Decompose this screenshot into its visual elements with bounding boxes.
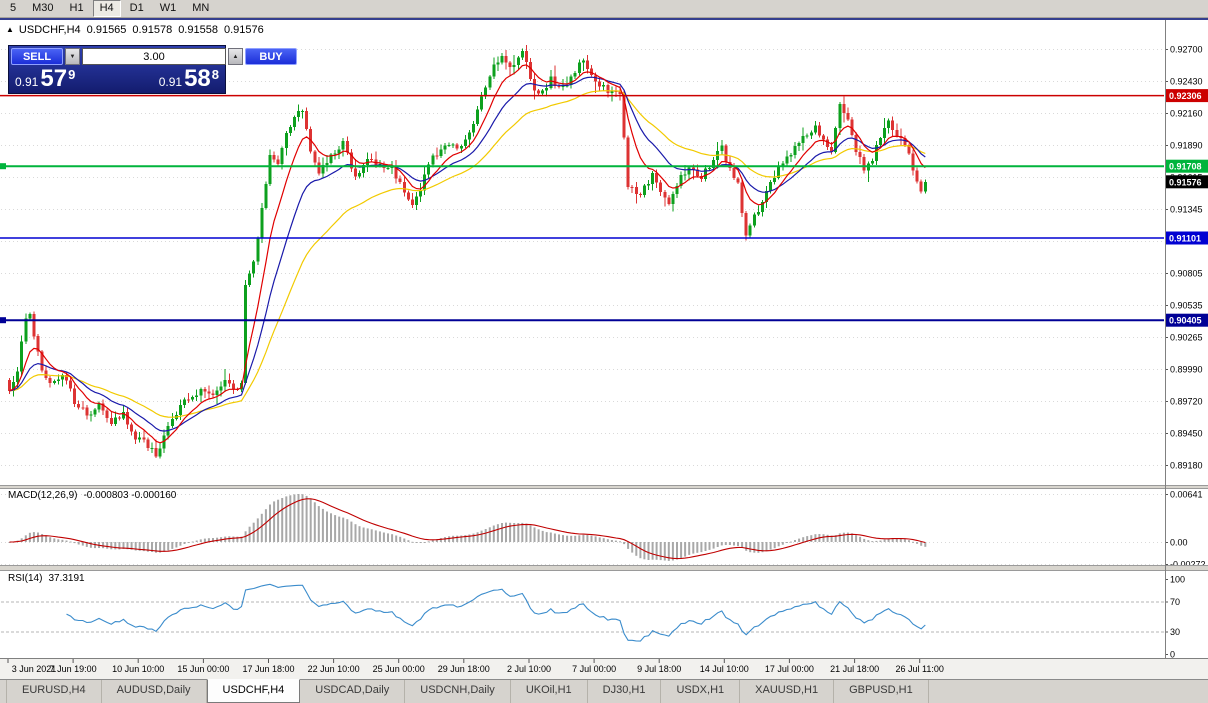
chart-tab-usdcnh[interactable]: USDCNH,Daily: [405, 680, 511, 703]
svg-text:0.91576: 0.91576: [1169, 177, 1202, 187]
chart-tabs-bar: EURUSD,H4 AUDUSD,Daily USDCHF,H4 USDCAD,Dai…: [0, 679, 1208, 703]
svg-text:7 Jul 00:00: 7 Jul 00:00: [572, 664, 616, 674]
svg-text:10 Jun 10:00: 10 Jun 10:00: [112, 664, 164, 674]
svg-text:7 Jun 19:00: 7 Jun 19:00: [50, 664, 97, 674]
svg-text:30: 30: [1170, 627, 1180, 637]
svg-text:21 Jul 18:00: 21 Jul 18:00: [830, 664, 879, 674]
svg-text:0.92700: 0.92700: [1170, 45, 1203, 55]
bid-price: 0.91 57 9: [15, 65, 76, 92]
chart-tab-xauusd[interactable]: XAUUSD,H1: [740, 680, 835, 703]
svg-text:9 Jul 18:00: 9 Jul 18:00: [637, 664, 681, 674]
svg-text:-0.00272: -0.00272: [1170, 560, 1206, 570]
volume-decrease-button[interactable]: ▼: [65, 48, 80, 65]
svg-text:17 Jun 18:00: 17 Jun 18:00: [242, 664, 294, 674]
rsi-indicator-label: RSI(14) 37.3191: [8, 573, 85, 584]
svg-text:0.89720: 0.89720: [1170, 397, 1203, 407]
chart-area[interactable]: 0.927000.924300.921600.918900.916150.913…: [0, 18, 1208, 679]
rsi-value: 37.3191: [48, 573, 85, 584]
moving-average-lines: [9, 64, 926, 444]
volume-increase-button[interactable]: ▲: [228, 48, 243, 65]
svg-text:0.91708: 0.91708: [1169, 162, 1202, 172]
svg-text:70: 70: [1170, 597, 1180, 607]
svg-text:0.92306: 0.92306: [1169, 91, 1202, 101]
low-value: 0.91558: [178, 24, 218, 36]
timeframe-button-5[interactable]: 5: [10, 2, 17, 14]
svg-text:0.91890: 0.91890: [1170, 141, 1203, 151]
svg-text:0.90805: 0.90805: [1170, 269, 1203, 279]
svg-text:29 Jun 18:00: 29 Jun 18:00: [438, 664, 490, 674]
timeframe-button-d1[interactable]: D1: [129, 2, 144, 14]
svg-text:0.90405: 0.90405: [1169, 316, 1202, 326]
buy-button[interactable]: BUY: [245, 48, 297, 65]
chart-tab-eurusd[interactable]: EURUSD,H4: [6, 680, 102, 703]
chart-tab-usdchf[interactable]: USDCHF,H4: [206, 679, 301, 703]
svg-text:0.90265: 0.90265: [1170, 333, 1203, 343]
svg-text:0.92160: 0.92160: [1170, 109, 1203, 119]
svg-text:15 Jun 00:00: 15 Jun 00:00: [177, 664, 229, 674]
current-price-label: 0.91576: [1166, 175, 1208, 189]
svg-text:0.91101: 0.91101: [1169, 234, 1201, 244]
pane-dividers[interactable]: [0, 485, 1208, 571]
price-chart[interactable]: 0.927000.924300.921600.918900.916150.913…: [0, 20, 1208, 679]
timeframe-toolbar: 5 M30 H1 H4 D1 W1 MN: [0, 0, 1208, 18]
svg-text:0.89450: 0.89450: [1170, 429, 1203, 439]
svg-text:0.91345: 0.91345: [1170, 205, 1203, 215]
timeframe-button-m30[interactable]: M30: [32, 2, 54, 14]
svg-text:0.00: 0.00: [1170, 538, 1188, 548]
macd-indicator-label: MACD(12,26,9) -0.000803 -0.000160: [8, 490, 177, 501]
svg-text:0.89990: 0.89990: [1170, 365, 1203, 375]
chart-tab-usdcad[interactable]: USDCAD,Daily: [300, 680, 406, 703]
chart-tab-dj30[interactable]: DJ30,H1: [588, 680, 662, 703]
svg-text:25 Jun 00:00: 25 Jun 00:00: [373, 664, 425, 674]
svg-text:14 Jul 10:00: 14 Jul 10:00: [700, 664, 749, 674]
ask-price: 0.91 58 8: [158, 65, 219, 92]
svg-text:0: 0: [1170, 650, 1175, 660]
svg-text:0.89180: 0.89180: [1170, 461, 1203, 471]
chart-tab-gbpusd[interactable]: GBPUSD,H1: [834, 680, 929, 703]
rsi-pane: 100 70 30 0: [1, 575, 1185, 660]
svg-text:3 Jun 2021: 3 Jun 2021: [12, 664, 57, 674]
chart-tab-usdx[interactable]: USDX,H1: [661, 680, 741, 703]
chart-tab-ukoil[interactable]: UKOil,H1: [511, 680, 588, 703]
svg-text:0.90535: 0.90535: [1170, 301, 1203, 311]
timeframe-button-h4[interactable]: H4: [92, 0, 121, 17]
sell-button[interactable]: SELL: [11, 48, 63, 65]
timeframe-button-w1[interactable]: W1: [159, 2, 177, 14]
svg-text:26 Jul 11:00: 26 Jul 11:00: [896, 664, 944, 674]
collapse-triangle-icon[interactable]: ▲: [6, 25, 14, 34]
svg-text:22 Jun 10:00: 22 Jun 10:00: [308, 664, 360, 674]
timeframe-button-h1[interactable]: H1: [69, 2, 84, 14]
macd-values: -0.000803 -0.000160: [83, 490, 177, 501]
symbol-period-label: USDCHF,H4: [18, 24, 81, 36]
chart-tab-audusd[interactable]: AUDUSD,Daily: [102, 680, 207, 703]
svg-text:0.92430: 0.92430: [1170, 77, 1203, 87]
macd-pane: 0.00641 0.00 -0.00272: [1, 490, 1206, 570]
svg-text:17 Jul 00:00: 17 Jul 00:00: [765, 664, 814, 674]
volume-input[interactable]: [82, 48, 226, 65]
timeframe-button-mn[interactable]: MN: [192, 2, 210, 14]
high-value: 0.91578: [132, 24, 173, 36]
candles: [8, 45, 927, 459]
svg-text:0.00641: 0.00641: [1170, 490, 1203, 500]
svg-text:100: 100: [1170, 575, 1185, 585]
open-value: 0.91565: [86, 24, 127, 36]
svg-text:2 Jul 10:00: 2 Jul 10:00: [507, 664, 551, 674]
horizontal-lines[interactable]: 0.92306 0.91708 0.91101 0.90405: [0, 89, 1208, 327]
chart-ohlc-header: ▲ USDCHF,H4 0.91565 0.91578 0.91558 0.91576: [6, 24, 264, 36]
close-value: 0.91576: [223, 24, 264, 36]
